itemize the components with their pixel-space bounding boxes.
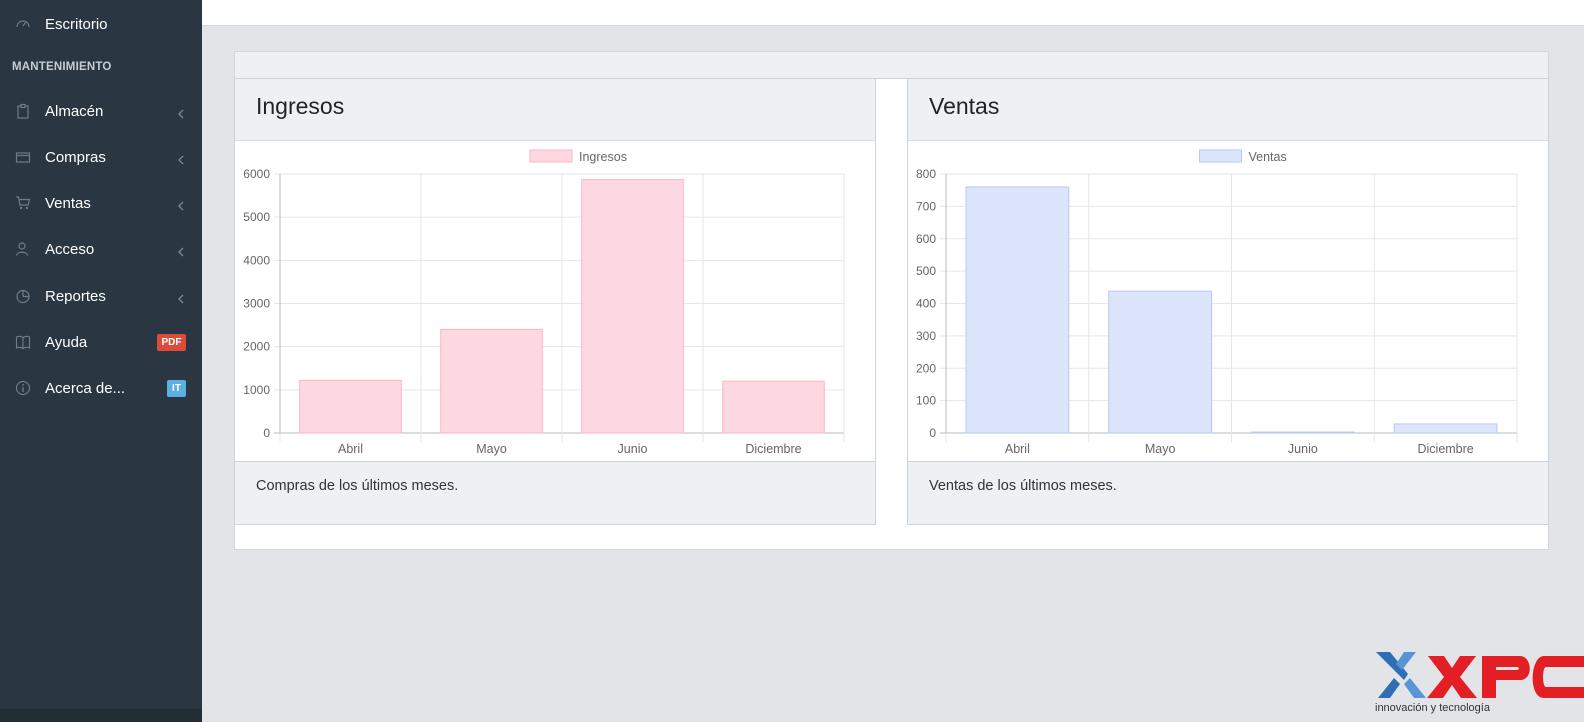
clipboard-icon xyxy=(14,102,32,120)
dashboard-icon xyxy=(14,15,32,33)
users-icon xyxy=(14,240,32,258)
it-badge: IT xyxy=(167,379,186,397)
bar xyxy=(440,328,543,434)
y-tick-label: 700 xyxy=(916,199,936,213)
sidebar-item-label: Ventas xyxy=(45,194,91,212)
sidebar-item-almacen[interactable]: Almacén xyxy=(0,91,202,131)
y-tick-label: 0 xyxy=(929,426,936,440)
panel-header: Ventas xyxy=(908,79,1548,141)
x-tick-label: Abril xyxy=(338,442,363,456)
book-icon xyxy=(14,333,32,351)
ventas-bar-chart: Ventas 0 100 200 300 400 500 600 700 800 Abril Mayo… xyxy=(916,149,1518,456)
pdf-badge: PDF xyxy=(157,333,186,351)
sidebar-item-label: Almacén xyxy=(45,102,104,120)
bar xyxy=(722,380,825,434)
sidebar-item-label: Acceso xyxy=(45,240,95,258)
bar xyxy=(581,179,684,434)
chevron-left-icon xyxy=(177,106,185,119)
panel-header: Ingresos xyxy=(235,79,875,141)
info-icon xyxy=(14,379,32,397)
sidebar-item-compras[interactable]: Compras xyxy=(0,137,202,177)
sidebar-item-label: Ayuda xyxy=(45,333,88,351)
bar xyxy=(299,379,402,434)
dashboard-box: Ingresos Ingresos 0 1000 2000 3000 4000 5000 60… xyxy=(234,51,1549,550)
legend-label: Ventas xyxy=(1249,150,1287,164)
sidebar-item-reportes[interactable]: Reportes xyxy=(0,276,202,316)
y-tick-label: 3000 xyxy=(243,297,270,311)
panel-title: Ventas xyxy=(929,93,1000,119)
y-tick-label: 600 xyxy=(916,232,936,246)
sidebar-item-label: Acerca de... xyxy=(45,379,126,397)
panel-footer: Compras de los últimos meses. xyxy=(235,461,875,524)
legend-label: Ingresos xyxy=(579,150,627,164)
sidebar-item-label: Reportes xyxy=(45,287,106,305)
y-tick-label: 500 xyxy=(916,264,936,278)
bar xyxy=(1108,290,1213,434)
wallet-icon xyxy=(14,148,32,166)
y-tick-label: 800 xyxy=(916,167,936,181)
ingresos-bar-chart: Ingresos 0 1000 2000 3000 4000 5000 6000 Abril Ma… xyxy=(243,149,845,456)
panel-footer-text: Compras de los últimos meses. xyxy=(256,478,459,494)
x-tick-label: Junio xyxy=(618,442,648,456)
logo-tagline: innovación y tecnología xyxy=(1375,702,1490,714)
y-tick-label: 300 xyxy=(916,329,936,343)
sidebar-footer xyxy=(0,709,202,722)
ingresos-panel: Ingresos Ingresos 0 1000 2000 3000 4000 5000 60… xyxy=(234,78,876,525)
sidebar-item-label: Escritorio xyxy=(45,15,108,33)
x-tick-label: Mayo xyxy=(1145,442,1176,456)
legend-swatch xyxy=(529,149,573,163)
chevron-left-icon xyxy=(177,152,185,165)
sidebar-item-ayuda[interactable]: Ayuda PDF xyxy=(0,322,202,362)
sidebar-item-label: Compras xyxy=(45,148,106,166)
y-tick-label: 200 xyxy=(916,361,936,375)
y-tick-label: 1000 xyxy=(243,383,270,397)
y-tick-label: 100 xyxy=(916,394,936,408)
xpc-logo xyxy=(1374,650,1584,722)
x-tick-label: Diciembre xyxy=(745,442,801,456)
sidebar-section-header: MANTENIMIENTO xyxy=(12,61,112,73)
xpc-logo-mark xyxy=(1376,652,1584,698)
x-tick-label: Junio xyxy=(1288,442,1318,456)
y-tick-label: 400 xyxy=(916,297,936,311)
sidebar-item-acerca[interactable]: Acerca de... IT xyxy=(0,368,202,408)
ventas-panel: Ventas Ventas 0 100 200 300 400 500 600 700 800 Ab… xyxy=(907,78,1549,525)
bar xyxy=(965,186,1070,434)
y-tick-label: 4000 xyxy=(243,253,270,267)
pie-chart-icon xyxy=(14,287,32,305)
legend-swatch xyxy=(1199,149,1242,163)
sidebar-item-escritorio[interactable]: Escritorio xyxy=(0,4,202,44)
x-tick-label: Diciembre xyxy=(1417,442,1473,456)
panel-title: Ingresos xyxy=(256,93,345,119)
chevron-left-icon xyxy=(177,198,185,211)
chevron-left-icon xyxy=(177,291,185,304)
bar xyxy=(1250,431,1355,434)
sidebar-item-ventas[interactable]: Ventas xyxy=(0,183,202,223)
y-tick-label: 2000 xyxy=(243,340,270,354)
x-tick-label: Abril xyxy=(1005,442,1030,456)
panel-footer: Ventas de los últimos meses. xyxy=(908,461,1548,524)
x-tick-label: Mayo xyxy=(476,442,507,456)
sidebar-item-acceso[interactable]: Acceso xyxy=(0,229,202,269)
cart-icon xyxy=(14,194,32,212)
y-tick-label: 0 xyxy=(263,426,270,440)
panel-footer-text: Ventas de los últimos meses. xyxy=(929,478,1117,494)
dashboard-box-header xyxy=(235,52,1548,79)
chevron-left-icon xyxy=(177,244,185,257)
y-tick-label: 5000 xyxy=(243,210,270,224)
bar xyxy=(1393,423,1498,434)
sidebar: Escritorio MANTENIMIENTO Almacén Compras… xyxy=(0,0,202,722)
y-tick-label: 6000 xyxy=(243,167,270,181)
top-bar xyxy=(202,0,1584,26)
